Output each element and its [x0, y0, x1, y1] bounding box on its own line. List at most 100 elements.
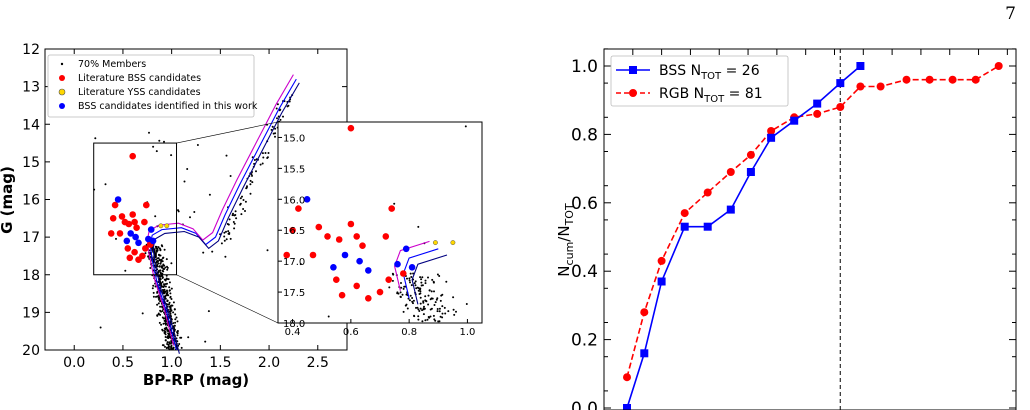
isochrone-curve — [146, 74, 294, 346]
member-point — [175, 316, 178, 319]
member-point — [170, 318, 173, 321]
member-point — [161, 328, 164, 331]
member-point — [233, 227, 236, 230]
legend-label-bss: BSS NTOT = 26 — [659, 63, 760, 82]
member-point — [167, 278, 170, 281]
inset-literature-yss-candidates-point — [450, 240, 456, 246]
member-point — [154, 215, 157, 218]
member-point — [169, 292, 172, 295]
inset-bss-candidates-identified-in-this-work-point — [330, 264, 337, 271]
member-point — [229, 237, 232, 240]
member-point — [170, 340, 173, 342]
inset-member-point — [430, 307, 433, 310]
member-point — [99, 326, 102, 329]
inset-literature-bss-candidates-point — [338, 291, 346, 299]
member-point — [172, 347, 175, 350]
rgb-point — [994, 62, 1003, 70]
inset-member-point — [438, 307, 441, 310]
literature-bss-candidates-point — [129, 211, 136, 218]
inset-member-point — [327, 315, 330, 318]
inset-literature-bss-candidates-point — [388, 205, 396, 212]
member-point — [164, 283, 167, 285]
rgb-point — [925, 75, 934, 84]
inset-member-point — [414, 280, 417, 283]
member-point — [164, 319, 167, 322]
member-point — [164, 345, 166, 348]
legend-marker-this-work — [59, 103, 65, 109]
inset-member-point — [445, 280, 448, 283]
rgb-point — [971, 75, 980, 84]
member-point — [232, 221, 235, 223]
rgb-point — [836, 103, 845, 111]
bss-candidates-identified-in-this-work-point — [149, 237, 157, 245]
member-point — [155, 250, 158, 253]
member-point — [115, 237, 117, 240]
inset-member-point — [413, 282, 416, 285]
member-point — [156, 303, 159, 306]
member-point — [164, 285, 167, 288]
inset-member-point — [419, 302, 422, 305]
member-point — [165, 326, 168, 329]
inset-literature-bss-candidates-point — [315, 223, 323, 231]
inset-member-point — [455, 310, 457, 313]
inset-member-point — [436, 310, 439, 313]
member-point — [163, 264, 166, 267]
inset-y-tick-label: 15.5 — [283, 164, 305, 175]
inset-member-point — [421, 320, 424, 323]
member-point — [163, 327, 166, 330]
inset-literature-bss-candidates-point — [324, 233, 331, 240]
inset-member-point — [424, 279, 427, 282]
inset-literature-bss-candidates-point — [335, 236, 343, 243]
legend-label-members: 70% Members — [78, 59, 146, 70]
member-point — [163, 140, 165, 143]
inset-member-point — [420, 281, 423, 284]
inset-member-point — [427, 294, 430, 297]
inset-member-point — [393, 202, 396, 205]
inset-literature-bss-candidates-point — [365, 295, 372, 302]
member-point — [165, 258, 168, 261]
member-point — [164, 322, 167, 325]
member-point — [173, 328, 176, 331]
legend-marker-lit-bss — [59, 75, 65, 81]
y-tick-label: 19 — [22, 305, 40, 321]
y-tick-label: 15 — [22, 155, 40, 171]
inset-member-point — [418, 310, 421, 312]
bss-point — [813, 99, 822, 108]
member-point — [155, 249, 158, 252]
inset-member-point — [402, 310, 405, 313]
inset-member-point — [422, 300, 425, 303]
member-point — [261, 162, 264, 165]
bss-candidates-identified-in-this-work-point — [147, 226, 155, 233]
member-point — [164, 336, 167, 338]
member-point — [163, 278, 166, 281]
member-point — [159, 278, 162, 281]
inset-member-point — [428, 289, 431, 292]
bss-point — [726, 205, 735, 214]
member-point — [162, 270, 165, 273]
member-point — [158, 253, 160, 256]
member-point — [168, 289, 171, 292]
member-point — [161, 281, 164, 283]
y-tick-label: 0.8 — [571, 125, 598, 145]
member-point — [167, 347, 170, 350]
member-point — [249, 179, 252, 182]
legend-marker-lit-yss — [58, 88, 66, 96]
cmd-x-ticks: 0.0 0.5 1.0 1.5 2.0 2.5 — [63, 49, 329, 371]
member-point — [239, 197, 242, 200]
inset-member-point — [465, 303, 468, 305]
literature-yss-candidates-point — [158, 223, 164, 229]
inset-member-point — [299, 263, 302, 266]
member-point — [161, 266, 164, 269]
inset-bss-candidates-identified-in-this-work-point — [365, 267, 372, 274]
inset-literature-bss-candidates-point — [376, 288, 384, 296]
inset-member-point — [424, 299, 427, 302]
inset-x-tick-label: 0.8 — [401, 327, 417, 338]
inset-member-point — [422, 313, 425, 316]
member-point — [225, 154, 228, 157]
member-point — [223, 231, 226, 234]
member-point — [157, 271, 160, 274]
member-point — [158, 139, 161, 142]
y-tick-label: 0.0 — [571, 399, 598, 410]
inset-x-tick-label: 0.6 — [343, 327, 359, 338]
inset-member-point — [416, 286, 419, 289]
